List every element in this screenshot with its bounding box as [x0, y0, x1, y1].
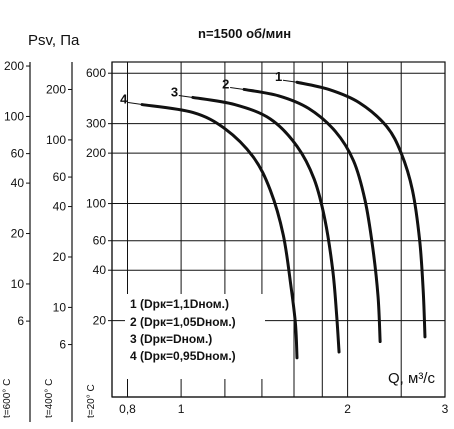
curve-label-leader-2 — [230, 86, 245, 90]
curve-label-3: 3 — [171, 84, 178, 99]
y-tick-label-1-1: 10 — [53, 300, 67, 314]
y-tick-label-1-5: 100 — [46, 133, 66, 147]
curve-label-2: 2 — [222, 76, 229, 91]
legend-item-3: 3 (Dрк=Dном.) — [130, 332, 212, 346]
legend-background — [125, 294, 265, 379]
legend-item-2: 2 (Dрк=1,05Dном.) — [130, 315, 236, 329]
x-tick-label-1: 1 — [178, 402, 185, 416]
y-tick-label-0-6: 600 — [86, 66, 106, 80]
y-tick-label-2-2: 20 — [11, 227, 25, 241]
legend: 1 (Dрк=1,1Dном.) 2 (Dрк=1,05Dном.) 3 (Dр… — [130, 297, 236, 363]
curve-label-4: 4 — [120, 92, 128, 107]
y-tick-label-2-6: 200 — [4, 59, 24, 73]
curve-label-leader-1 — [282, 79, 298, 83]
tick-labels: 2040601002003006006102040601002006102040… — [4, 59, 449, 416]
y-tick-label-2-1: 10 — [11, 277, 25, 291]
curve-labels: 1 2 3 4 — [120, 69, 298, 107]
y-tick-label-2-5: 100 — [4, 109, 24, 123]
axis-label-20c: t=20° C — [86, 384, 97, 418]
y-tick-label-1-3: 40 — [53, 200, 67, 214]
y-tick-label-0-3: 100 — [86, 197, 106, 211]
y-tick-label-2-3: 40 — [11, 176, 25, 190]
y-tick-label-1-0: 6 — [59, 338, 66, 352]
curve-1 — [295, 80, 427, 339]
curve-2 — [242, 87, 382, 344]
curve-3 — [191, 95, 341, 354]
curve-label-1: 1 — [275, 69, 282, 84]
axis-label-400c: t=400° C — [44, 379, 55, 418]
curve-label-leader-4 — [127, 102, 143, 106]
x-axis-label: Q, м³/с — [388, 370, 435, 387]
axes — [29, 62, 445, 422]
y-tick-label-2-4: 60 — [11, 147, 25, 161]
curve-label-leader-3 — [178, 94, 193, 98]
x-tick-label-3: 3 — [442, 402, 449, 416]
curve-4 — [140, 103, 299, 360]
axis-label-600c: t=600° C — [2, 379, 13, 418]
y-tick-label-1-6: 200 — [46, 82, 66, 96]
y-tick-label-0-0: 20 — [93, 314, 107, 328]
x-tick-label-0: 0,8 — [119, 402, 136, 416]
y-tick-label-0-5: 300 — [86, 117, 106, 131]
curves — [140, 80, 427, 360]
y-tick-label-0-1: 40 — [93, 263, 107, 277]
y-axis-label: Psv, Па — [28, 32, 80, 49]
y-tick-label-2-0: 6 — [17, 314, 24, 328]
y-tick-label-0-4: 200 — [86, 146, 106, 160]
y-tick-label-0-2: 60 — [93, 234, 107, 248]
x-tick-label-2: 2 — [344, 402, 351, 416]
legend-item-1: 1 (Dрк=1,1Dном.) — [130, 297, 229, 311]
legend-item-4: 4 (Dрк=0,95Dном.) — [130, 349, 236, 363]
chart-title: n=1500 об/мин — [198, 26, 291, 41]
y-tick-label-1-4: 60 — [53, 170, 67, 184]
y-tick-label-1-2: 20 — [53, 250, 67, 264]
